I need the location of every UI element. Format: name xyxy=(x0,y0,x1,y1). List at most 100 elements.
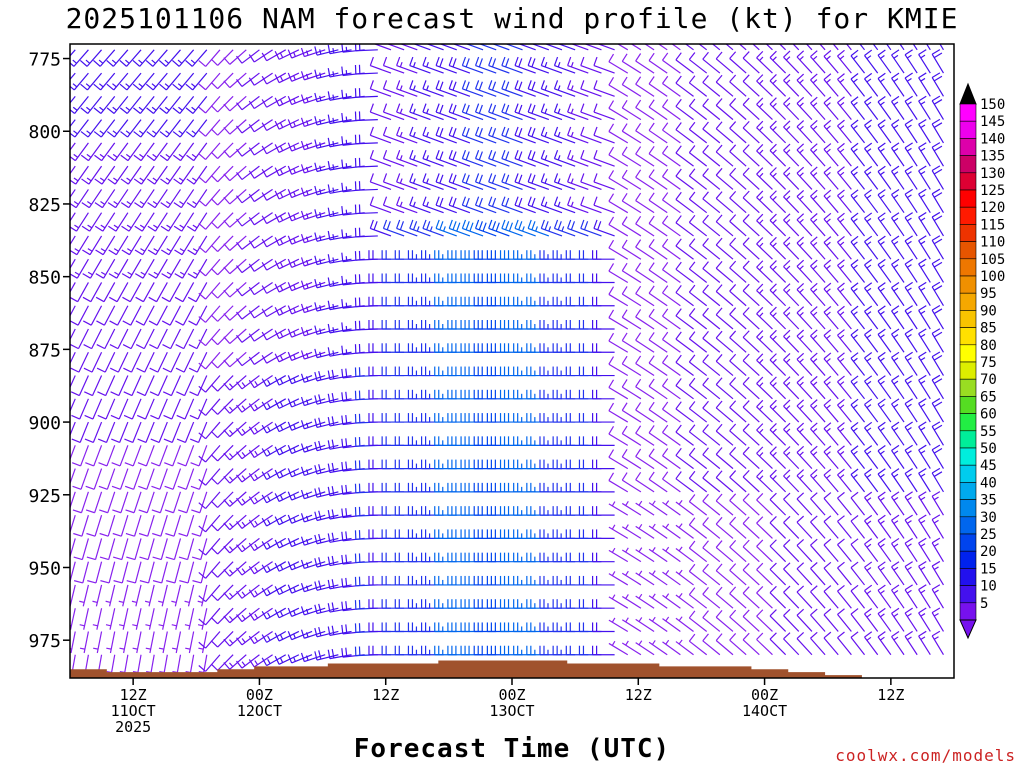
wind-barb xyxy=(715,214,734,237)
wind-barb xyxy=(837,96,852,120)
wind-barb xyxy=(120,189,142,209)
wind-barb xyxy=(850,328,866,353)
wind-barb xyxy=(300,94,326,104)
wind-barb xyxy=(83,305,103,326)
wind-barb xyxy=(608,123,629,144)
wind-barb xyxy=(461,56,484,74)
wind-barb xyxy=(662,99,681,121)
wind-barb xyxy=(198,282,221,300)
wind-barb xyxy=(501,80,523,97)
wind-barb xyxy=(382,196,405,214)
wind-barb xyxy=(407,599,431,609)
wind-barb xyxy=(877,444,892,469)
wind-barb xyxy=(166,561,182,584)
wind-barb xyxy=(145,631,155,654)
wind-barb xyxy=(837,73,852,97)
wind-barb xyxy=(70,95,76,104)
wind-barb xyxy=(447,273,470,284)
wind-barb xyxy=(499,296,523,307)
wind-barb xyxy=(150,445,168,467)
wind-barb xyxy=(891,119,905,144)
wind-barb xyxy=(420,552,444,563)
wind-barb xyxy=(608,77,629,97)
wind-barb xyxy=(70,72,89,91)
wind-barb xyxy=(621,332,642,353)
wind-barb xyxy=(891,165,905,190)
wind-barb xyxy=(850,631,866,656)
wind-barb xyxy=(877,468,892,493)
credit-link[interactable]: coolwx.com/models xyxy=(835,746,1016,765)
wind-barb xyxy=(823,608,839,632)
wind-barb xyxy=(796,73,813,97)
colorbar-label: 25 xyxy=(980,527,997,543)
wind-barb xyxy=(783,259,800,283)
wind-barb xyxy=(608,571,629,586)
wind-barb xyxy=(513,389,536,400)
wind-barb xyxy=(796,632,813,656)
wind-barb xyxy=(567,126,589,144)
wind-barb xyxy=(381,552,405,563)
wind-barb xyxy=(837,142,852,167)
wind-barb xyxy=(382,219,405,237)
wind-barb xyxy=(526,296,549,307)
wind-barb xyxy=(420,320,444,330)
wind-barb xyxy=(931,49,944,74)
wind-barb xyxy=(394,482,418,493)
terrain-fill xyxy=(70,660,954,678)
wind-barb xyxy=(407,459,431,470)
wind-barb xyxy=(210,282,234,299)
wind-barb xyxy=(864,212,879,237)
colorbar-label: 130 xyxy=(980,166,1005,182)
wind-barb xyxy=(396,126,418,144)
wind-barb xyxy=(382,173,405,190)
wind-barb xyxy=(918,258,931,283)
wind-barb xyxy=(702,470,721,493)
wind-barb xyxy=(248,119,273,133)
wind-barb xyxy=(662,308,681,330)
wind-barb xyxy=(287,119,313,129)
wind-barb xyxy=(662,448,681,470)
wind-barb xyxy=(864,235,879,260)
wind-barb xyxy=(144,584,155,607)
wind-barb xyxy=(864,352,879,376)
wind-barb xyxy=(539,482,562,493)
wind-barb xyxy=(70,305,89,326)
wind-barb xyxy=(635,122,655,144)
wind-barb xyxy=(70,608,76,630)
wind-barb xyxy=(152,561,168,584)
colorbar-swatch xyxy=(959,396,977,414)
wind-barb xyxy=(891,444,905,469)
wind-barb xyxy=(823,166,839,190)
y-tick-label: 800 xyxy=(28,122,61,143)
wind-barb xyxy=(300,443,326,453)
wind-barb xyxy=(146,119,168,138)
wind-barb xyxy=(592,436,615,446)
wind-barb xyxy=(368,529,391,540)
wind-barb xyxy=(149,375,168,397)
wind-barb xyxy=(514,219,536,237)
wind-barb xyxy=(198,654,221,672)
wind-barb xyxy=(526,436,549,446)
wind-barb xyxy=(499,482,523,493)
wind-barb xyxy=(176,398,195,420)
wind-barb xyxy=(918,118,931,144)
colorbar-bottom-arrow xyxy=(959,619,977,640)
wind-barb xyxy=(688,284,708,307)
wind-barb xyxy=(729,97,747,121)
wind-barb xyxy=(177,468,195,490)
wind-barb xyxy=(460,506,484,516)
wind-barb xyxy=(688,121,708,144)
wind-barb xyxy=(474,196,497,214)
wind-barb xyxy=(447,622,470,633)
colorbar-swatch xyxy=(959,292,977,311)
wind-barb xyxy=(327,416,352,427)
wind-barb xyxy=(864,561,879,586)
wind-barb xyxy=(729,400,747,423)
wind-barb xyxy=(580,80,602,97)
wind-barb xyxy=(81,165,103,185)
wind-barb xyxy=(327,230,352,241)
wind-barb xyxy=(151,468,168,490)
wind-barb xyxy=(106,72,129,91)
wind-barb xyxy=(756,190,773,214)
wind-barb xyxy=(70,328,89,350)
